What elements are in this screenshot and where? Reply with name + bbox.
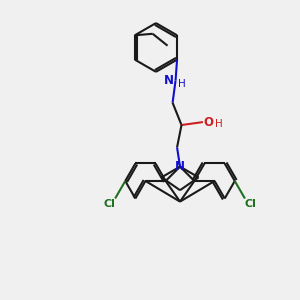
Text: N: N	[175, 160, 185, 173]
Text: H: H	[178, 79, 186, 89]
Text: Cl: Cl	[244, 199, 256, 209]
Text: N: N	[164, 74, 174, 87]
Text: O: O	[203, 116, 213, 129]
Text: H: H	[215, 118, 223, 128]
Text: Cl: Cl	[104, 199, 116, 209]
